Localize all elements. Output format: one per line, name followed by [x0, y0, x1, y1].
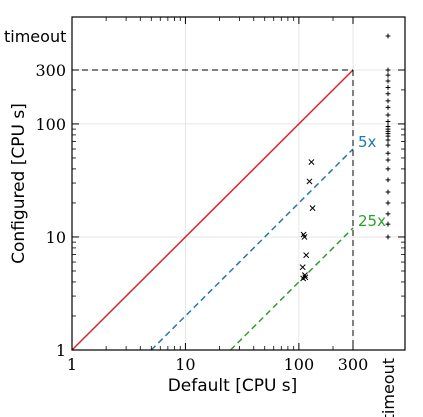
data-point-x-marker: [301, 234, 308, 240]
data-point-plus-marker: [385, 177, 391, 183]
y-timeout-label: timeout: [4, 27, 66, 46]
data-point-plus-marker: [385, 98, 391, 104]
data-point-x-marker: [299, 264, 306, 271]
y-axis-title: Configured [CPU s]: [9, 103, 29, 264]
data-point-plus-marker: [385, 85, 391, 90]
reference-line-25x: [230, 227, 354, 351]
data-point-plus-marker: [385, 200, 391, 206]
data-point-x-marker: [306, 178, 313, 185]
ratio-label-5x: 5x: [358, 133, 377, 151]
data-point-plus-marker: [385, 105, 391, 110]
data-point-plus-marker: [385, 91, 391, 97]
data-point-x-marker: [302, 274, 309, 281]
data-point-plus-marker: [385, 33, 391, 39]
data-point-plus-marker: [385, 142, 391, 148]
ratio-label-25x: 25x: [358, 212, 386, 230]
data-point-plus-marker: [385, 189, 391, 195]
reference-line-5x: [150, 148, 354, 351]
data-point-plus-marker: [385, 112, 391, 118]
data-point-plus-marker: [385, 234, 391, 240]
data-point-plus-marker: [385, 157, 391, 163]
data-point-plus-marker: [385, 119, 391, 124]
data-point-plus-marker: [385, 72, 391, 78]
data-point-plus-marker: [385, 150, 391, 156]
y-tick-label: 1: [56, 341, 66, 360]
x-timeout-label: timeout: [379, 358, 398, 417]
x-tick-label: 300: [338, 355, 369, 374]
y-tick-label: 10: [46, 228, 66, 247]
x-tick-label: 1: [67, 355, 77, 374]
data-point-x-marker: [303, 252, 310, 259]
data-point-x-marker: [308, 159, 315, 166]
data-point-plus-marker: [385, 137, 391, 143]
x-axis-title: Default [CPU s]: [168, 376, 298, 396]
data-point-x-marker: [309, 205, 316, 212]
data-point-plus-marker: [385, 78, 391, 84]
data-point-x-marker: [301, 272, 308, 279]
data-point-plus-marker: [385, 211, 391, 217]
data-point-plus-marker: [385, 67, 391, 73]
x-tick-label: 100: [284, 355, 315, 374]
data-point-plus-marker: [385, 166, 391, 172]
y-tick-label: 300: [35, 61, 66, 80]
plot-frame: [71, 16, 406, 351]
data-point-plus-marker: [385, 221, 391, 227]
reference-line-equal: [71, 69, 354, 351]
x-tick-label: 10: [175, 355, 195, 374]
y-tick-label: 100: [35, 115, 66, 134]
